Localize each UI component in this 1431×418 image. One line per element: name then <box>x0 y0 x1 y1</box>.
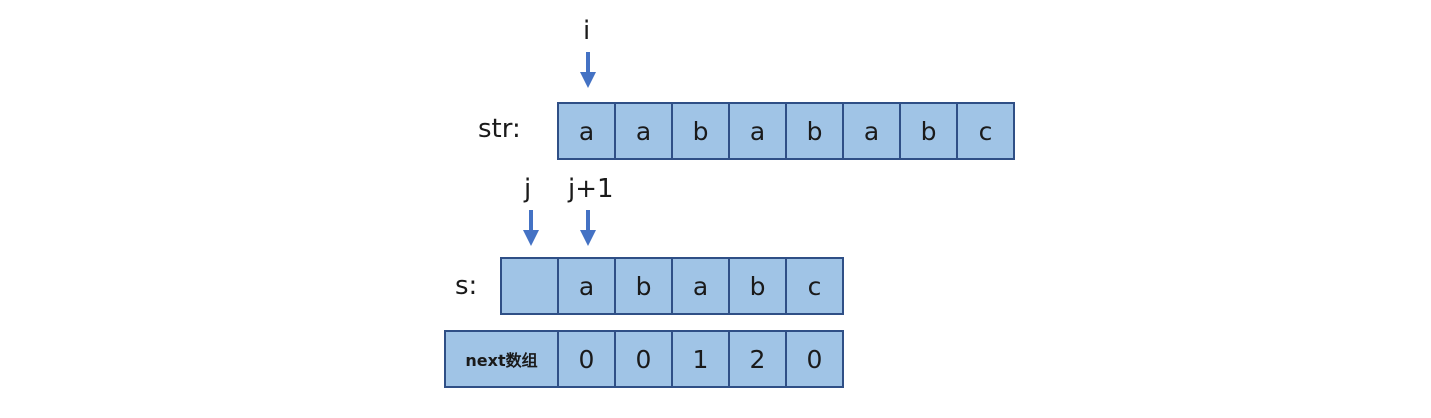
str-cell: b <box>673 102 730 160</box>
next-cell: 2 <box>730 330 787 388</box>
next-cell: 0 <box>616 330 673 388</box>
str-cell: c <box>958 102 1015 160</box>
pointer-j-label: j <box>524 174 532 204</box>
s-cell: a <box>559 257 616 315</box>
s-cell: c <box>787 257 844 315</box>
next-array: next数组 0 0 1 2 0 <box>444 330 844 388</box>
next-cell: 0 <box>559 330 616 388</box>
str-cell: a <box>730 102 787 160</box>
next-cell: 0 <box>787 330 844 388</box>
s-row-label: s: <box>455 271 478 301</box>
str-cell: a <box>559 102 616 160</box>
pointer-j-plus-1-arrow-icon <box>580 210 596 246</box>
str-array: a a b a b a b c <box>557 102 1015 160</box>
pointer-j-arrow-icon <box>523 210 539 246</box>
str-cell: b <box>901 102 958 160</box>
s-cell <box>502 257 559 315</box>
str-cell: a <box>844 102 901 160</box>
s-cell: b <box>616 257 673 315</box>
pointer-i-label: i <box>583 16 591 46</box>
str-cell: a <box>616 102 673 160</box>
next-array-label: next数组 <box>446 330 559 388</box>
next-cell: 1 <box>673 330 730 388</box>
s-array: a b a b c <box>500 257 844 315</box>
s-cell: b <box>730 257 787 315</box>
str-cell: b <box>787 102 844 160</box>
pointer-i-arrow-icon <box>580 52 596 88</box>
s-cell: a <box>673 257 730 315</box>
str-row-label: str: <box>478 114 521 144</box>
pointer-j-plus-1-label: j+1 <box>568 174 614 204</box>
